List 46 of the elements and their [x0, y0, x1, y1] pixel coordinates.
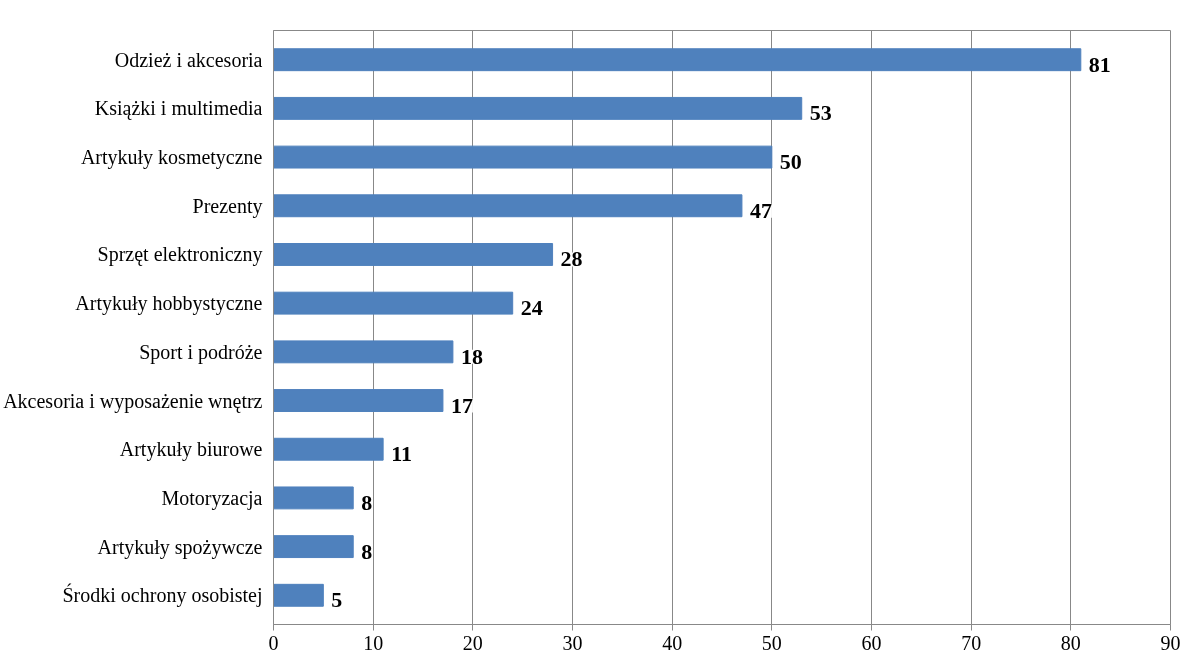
bar	[273, 291, 514, 315]
y-tick-label: Sport i podróże	[139, 340, 263, 364]
bar	[273, 48, 1082, 72]
data-label: 11	[391, 441, 412, 467]
bar	[273, 145, 773, 169]
y-tick-label: Motoryzacja	[161, 486, 263, 510]
bar	[273, 340, 454, 364]
x-tick-label: 80	[1060, 631, 1081, 654]
data-label: 8	[361, 538, 373, 564]
bar	[273, 96, 803, 120]
x-tick-label: 20	[462, 631, 483, 654]
x-tick-label: 70	[961, 631, 982, 654]
bar	[273, 535, 354, 559]
y-tick-label: Akcesoria i wyposażenie wnętrz	[3, 389, 263, 413]
data-label: 17	[450, 392, 473, 418]
x-tick-label: 10	[363, 631, 384, 654]
x-tick-label: 60	[861, 631, 882, 654]
y-tick-label: Środki ochrony osobistej	[62, 583, 263, 608]
data-label: 53	[809, 100, 832, 126]
data-label: 8	[361, 489, 373, 515]
data-label: 18	[460, 343, 483, 369]
data-label: 47	[749, 197, 772, 223]
data-label: 28	[560, 246, 583, 272]
y-tick-label: Książki i multimedia	[94, 97, 263, 121]
y-tick-label: Sprzęt elektroniczny	[97, 243, 263, 267]
data-label: 50	[779, 149, 802, 175]
bar	[273, 486, 354, 510]
y-tick-label: Artykuły biurowe	[119, 438, 263, 462]
bar	[273, 389, 444, 412]
y-tick-label: Prezenty	[192, 194, 263, 218]
y-tick-label: Artykuły spożywcze	[97, 535, 263, 559]
x-tick-label: 0	[268, 631, 279, 654]
x-tick-label: 40	[662, 631, 683, 654]
bar	[273, 243, 554, 266]
bar	[273, 583, 324, 607]
y-tick-label: Odzież i akcesoria	[114, 48, 263, 71]
data-label: 5	[331, 587, 343, 613]
x-tick-label: 90	[1160, 631, 1181, 654]
data-label: 24	[520, 295, 543, 321]
x-tick-label: 30	[562, 631, 583, 654]
bar	[273, 437, 384, 461]
y-tick-label: Artykuły hobbystyczne	[75, 292, 263, 316]
data-label: 81	[1088, 51, 1111, 77]
y-tick-label: Artykuły kosmetyczne	[80, 146, 263, 170]
bar	[273, 194, 743, 218]
x-tick-label: 50	[761, 631, 782, 654]
